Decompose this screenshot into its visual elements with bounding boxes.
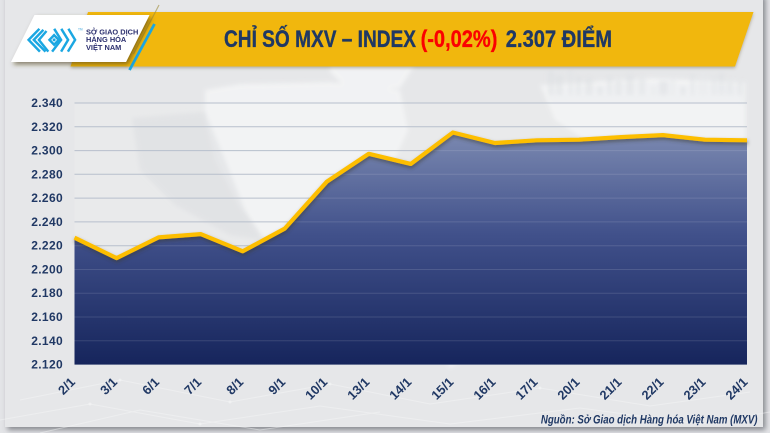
svg-text:2.220: 2.220 — [31, 239, 63, 253]
svg-text:VIỆT NAM: VIỆT NAM — [86, 43, 121, 52]
svg-text:HÀNG HÓA: HÀNG HÓA — [86, 35, 127, 44]
svg-text:2.140: 2.140 — [31, 334, 63, 348]
svg-text:2.120: 2.120 — [31, 358, 63, 372]
svg-text:(-0,02%): (-0,02%) — [421, 26, 498, 53]
svg-text:2.200: 2.200 — [31, 263, 63, 277]
svg-text:2.240: 2.240 — [31, 215, 63, 229]
svg-text:2.320: 2.320 — [31, 120, 63, 134]
svg-text:CHỈ SỐ MXV – INDEX: CHỈ SỐ MXV – INDEX — [224, 24, 416, 53]
svg-text:2.300: 2.300 — [31, 144, 63, 158]
svg-text:TM: TM — [78, 28, 83, 32]
svg-text:2.260: 2.260 — [31, 191, 63, 205]
svg-text:2.180: 2.180 — [31, 286, 63, 300]
svg-text:SỞ GIAO DỊCH: SỞ GIAO DỊCH — [86, 27, 138, 36]
svg-text:Nguồn: Sở Giao dịch Hàng hóa V: Nguồn: Sở Giao dịch Hàng hóa Việt Nam (M… — [541, 415, 758, 427]
svg-text:2.160: 2.160 — [31, 310, 63, 324]
svg-text:2.340: 2.340 — [31, 96, 63, 110]
svg-text:2.280: 2.280 — [31, 167, 63, 181]
svg-text:2.307 ĐIỂM: 2.307 ĐIỂM — [506, 25, 612, 53]
